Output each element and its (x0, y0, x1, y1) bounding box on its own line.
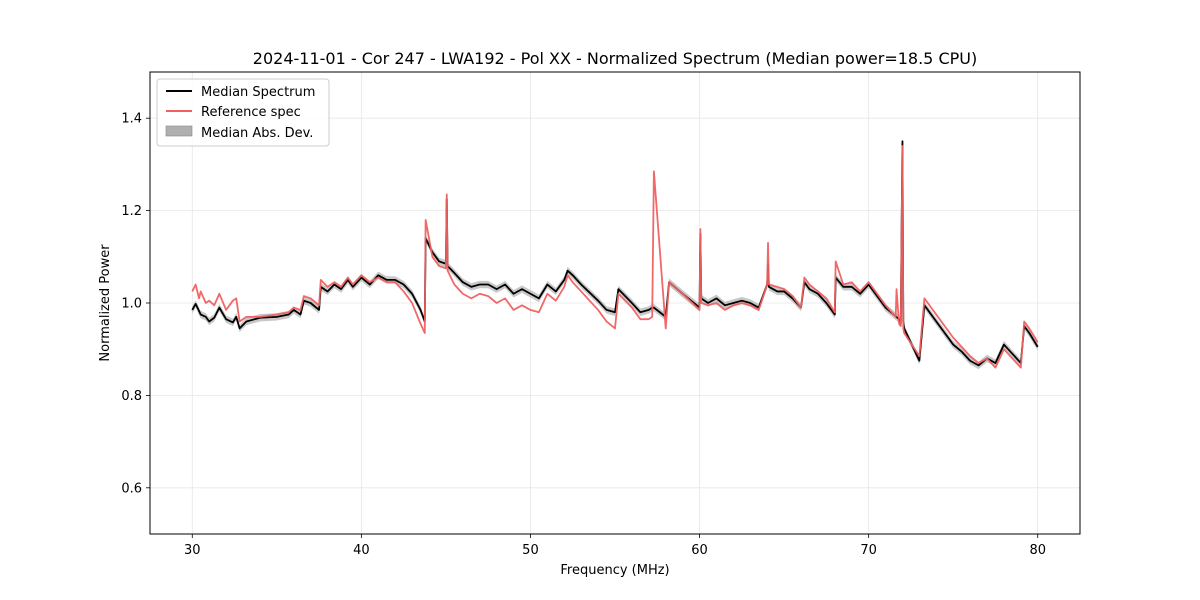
median-abs-dev-band (192, 137, 1038, 370)
axis-ticks: 30 40 50 60 70 80 0.6 0.8 1.0 1.2 1.4 (121, 112, 1046, 558)
y-tick-label: 1.2 (121, 204, 142, 219)
x-tick-label: 80 (1029, 543, 1046, 558)
y-tick-label: 1.0 (121, 297, 142, 312)
y-tick-label: 0.8 (121, 389, 142, 404)
reference-spectrum-line (191, 145, 1039, 369)
legend: Median Spectrum Reference spec Median Ab… (156, 78, 330, 147)
x-tick-label: 40 (353, 543, 370, 558)
legend-mad-patch (165, 125, 193, 137)
chart-title: 2024-11-01 - Cor 247 - LWA192 - Pol XX -… (253, 49, 977, 68)
legend-median-label: Median Spectrum (201, 85, 315, 100)
legend-mad-label: Median Abs. Dev. (201, 126, 313, 141)
x-tick-label: 50 (522, 543, 539, 558)
legend-box (156, 78, 330, 147)
x-tick-label: 70 (860, 543, 877, 558)
y-tick-label: 0.6 (121, 481, 142, 496)
series-layer (191, 137, 1039, 370)
x-tick-label: 30 (184, 543, 201, 558)
legend-reference-label: Reference spec (201, 105, 301, 120)
y-tick-label: 1.4 (121, 112, 142, 127)
y-axis-label: Normalized Power (98, 244, 113, 362)
x-tick-label: 60 (691, 543, 708, 558)
x-axis-label: Frequency (MHz) (560, 563, 669, 578)
